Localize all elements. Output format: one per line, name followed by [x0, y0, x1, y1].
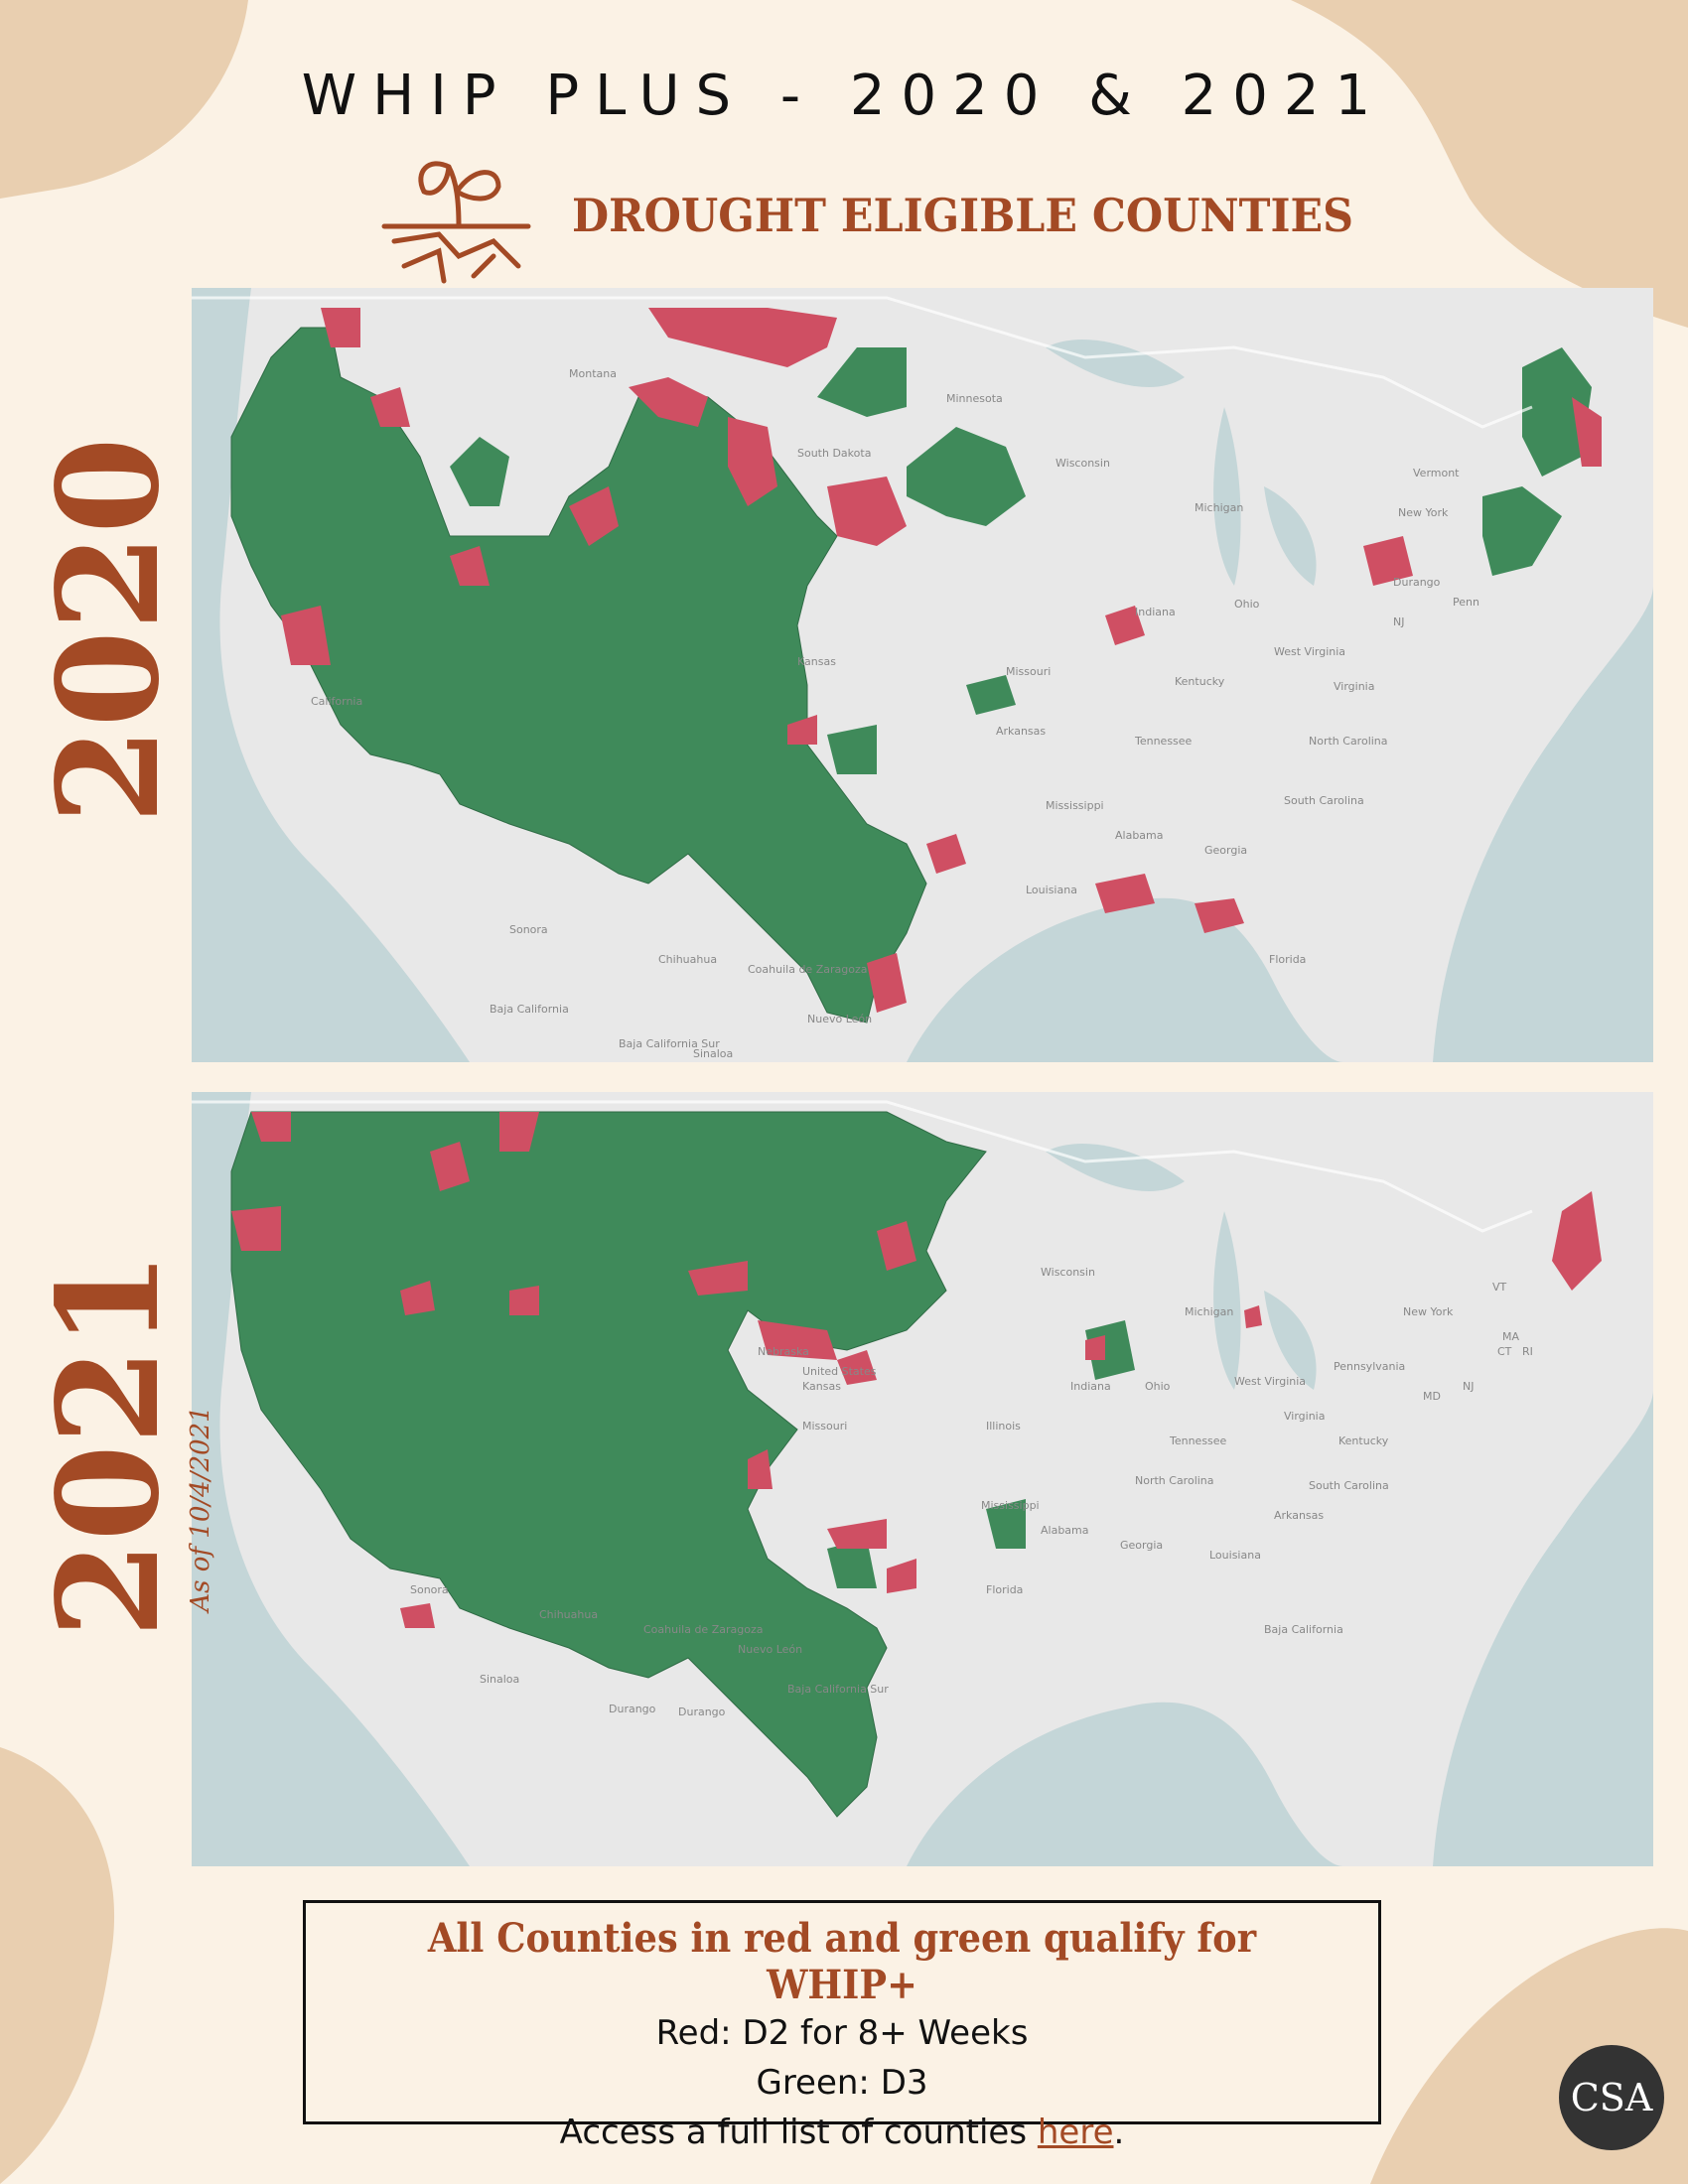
legend-access-prefix: Access a full list of counties: [559, 2113, 1038, 2152]
map-place-label: Nebraska: [758, 1345, 809, 1358]
map-place-label: Sinaloa: [480, 1673, 519, 1686]
map-place-label: Nuevo León: [807, 1013, 872, 1025]
map-place-label: Ohio: [1234, 598, 1260, 611]
map-place-label: Pennsylvania: [1334, 1360, 1405, 1373]
map-place-label: Wisconsin: [1055, 457, 1110, 470]
map-place-label: Georgia: [1204, 844, 1247, 857]
map-place-label: Kentucky: [1338, 1434, 1389, 1447]
map-place-label: Baja California Sur: [787, 1683, 889, 1696]
map-2020[interactable]: Montana Minnesota South Dakota Wisconsin Mi…: [192, 288, 1653, 1062]
map-place-label: Mississippi: [981, 1499, 1040, 1512]
map-place-label: West Virginia: [1274, 645, 1345, 658]
map-place-label: MD: [1423, 1390, 1441, 1403]
legend-access-line: Access a full list of counties here.: [306, 2108, 1378, 2157]
map-place-label: MA: [1502, 1330, 1519, 1343]
map-place-label: United States: [802, 1365, 877, 1378]
map-place-label: New York: [1403, 1305, 1454, 1318]
page-title: WHIP PLUS - 2020 & 2021: [301, 64, 1387, 128]
map-place-label: NJ: [1393, 615, 1404, 628]
map-place-label: Illinois: [986, 1420, 1021, 1433]
as-of-date-note: As of 10/4/2021: [186, 1406, 215, 1612]
map-place-label: Baja California: [490, 1003, 569, 1016]
year-label-2021: 2021: [28, 1251, 191, 1638]
map-place-label: Ohio: [1145, 1380, 1171, 1393]
map-place-label: Durango: [609, 1703, 656, 1715]
map-place-label: Indiana: [1135, 606, 1176, 618]
map-place-label: Virginia: [1334, 680, 1374, 693]
legend-green-line: Green: D3: [756, 2063, 928, 2103]
map-place-label: New York: [1398, 506, 1449, 519]
map-place-label: Kansas: [802, 1380, 841, 1393]
map-place-label: Vermont: [1413, 467, 1460, 479]
map-place-label: Wisconsin: [1041, 1266, 1095, 1279]
csa-logo: CSA: [1559, 2045, 1664, 2150]
map-place-label: South Dakota: [797, 447, 871, 460]
map-place-label: West Virginia: [1234, 1375, 1306, 1388]
legend-box: All Counties in red and green qualify fo…: [303, 1900, 1381, 2152]
year-label-2020: 2020: [28, 437, 191, 824]
map-place-label: Michigan: [1185, 1305, 1233, 1318]
map-place-label: North Carolina: [1309, 735, 1388, 748]
map-place-label: Sinaloa: [693, 1047, 733, 1060]
drought-plant-icon: [381, 161, 531, 284]
page-subtitle: DROUGHT ELIGIBLE COUNTIES: [572, 189, 1353, 242]
map-place-label: Florida: [986, 1583, 1023, 1596]
legend-red-line: Red: D2 for 8+ Weeks: [655, 2013, 1029, 2053]
map-place-label: Missouri: [802, 1420, 847, 1433]
map-place-label: Alabama: [1115, 829, 1164, 842]
map-place-label: Indiana: [1070, 1380, 1111, 1393]
map-2021-canvas: Wisconsin Michigan New York Pennsylvania VT…: [192, 1092, 1653, 1866]
map-2021[interactable]: Wisconsin Michigan New York Pennsylvania VT…: [192, 1092, 1653, 1866]
map-place-label: CT: [1497, 1345, 1512, 1358]
map-place-label: North Carolina: [1135, 1474, 1214, 1487]
map-place-label: Georgia: [1120, 1539, 1163, 1552]
map-place-label: Kentucky: [1175, 675, 1225, 688]
map-place-label: Coahuila de Zaragoza: [643, 1623, 763, 1636]
legend-heading: All Counties in red and green qualify fo…: [427, 1915, 1257, 2008]
map-place-label: Missouri: [1006, 665, 1051, 678]
map-place-label: South Carolina: [1309, 1479, 1389, 1492]
map-place-label: RI: [1522, 1345, 1533, 1358]
map-place-label: Louisiana: [1209, 1549, 1261, 1562]
map-place-label: Coahuila de Zaragoza: [748, 963, 867, 976]
map-place-label: Sonora: [509, 923, 548, 936]
map-place-label: Baja California: [1264, 1623, 1343, 1636]
map-place-label: Tennessee: [1134, 735, 1193, 748]
map-place-label: Virginia: [1284, 1410, 1325, 1423]
counties-list-link[interactable]: here: [1037, 2113, 1114, 2152]
map-place-label: Florida: [1269, 953, 1306, 966]
map-place-label: NJ: [1463, 1380, 1474, 1393]
map-place-label: Michigan: [1195, 501, 1243, 514]
map-place-label: Louisiana: [1026, 884, 1077, 896]
map-place-label: VT: [1492, 1281, 1507, 1294]
map-place-label: Penn: [1453, 596, 1479, 609]
map-2020-canvas: Montana Minnesota South Dakota Wisconsin Mi…: [192, 288, 1653, 1062]
map-place-label: South Carolina: [1284, 794, 1364, 807]
map-place-label: Durango: [678, 1706, 726, 1718]
map-place-label: California: [311, 695, 362, 708]
legend-access-suffix: .: [1113, 2113, 1125, 2152]
map-place-label: Arkansas: [996, 725, 1046, 738]
map-place-label: Mississippi: [1046, 799, 1104, 812]
map-place-label: Durango: [1393, 576, 1441, 589]
map-place-label: Alabama: [1041, 1524, 1089, 1537]
map-place-label: Tennessee: [1169, 1434, 1227, 1447]
map-place-label: Minnesota: [946, 392, 1003, 405]
map-place-label: Chihuahua: [658, 953, 717, 966]
map-place-label: Kansas: [797, 655, 836, 668]
map-place-label: Baja California Sur: [619, 1037, 720, 1050]
map-place-label: Nuevo León: [738, 1643, 802, 1656]
map-place-label: Chihuahua: [539, 1608, 598, 1621]
map-place-label: Arkansas: [1274, 1509, 1324, 1522]
map-place-label: Sonora: [410, 1583, 449, 1596]
map-place-label: Montana: [569, 367, 617, 380]
